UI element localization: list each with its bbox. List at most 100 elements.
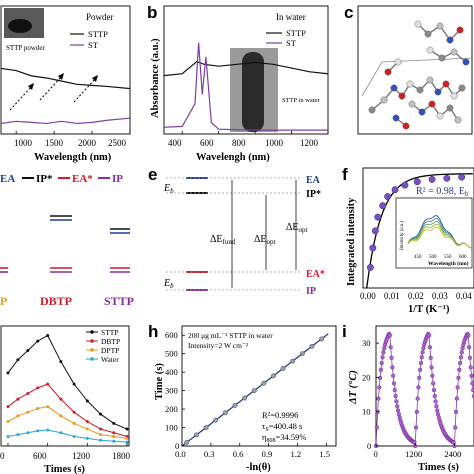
panel-h-ytick-3: 300 bbox=[165, 386, 178, 396]
panel-f-frame bbox=[362, 167, 474, 289]
panel-g-point-sttp bbox=[36, 339, 40, 343]
panel-a-xtick-2: 2000 bbox=[78, 138, 97, 148]
panel-d-header-3: IP bbox=[112, 173, 123, 185]
panel-g-point-dbtp bbox=[16, 397, 20, 401]
panel-c-atom bbox=[428, 100, 436, 108]
panel-b-xtick-1: 600 bbox=[200, 138, 214, 148]
panel-i-frame bbox=[375, 325, 474, 447]
panel-b-label: b bbox=[147, 3, 157, 22]
panel-f-xtick-0: 0.00 bbox=[360, 291, 376, 301]
panel-i-ytick-0: 0 bbox=[367, 441, 371, 451]
panel-h-xtick-2: 0.6 bbox=[233, 449, 244, 459]
panel-f-inset-ylabel: Intensity (a.u.) bbox=[400, 220, 405, 250]
panel-h-ytick-0: 0 bbox=[175, 441, 179, 451]
panel-i-point bbox=[426, 333, 432, 338]
panel-i-point bbox=[458, 360, 463, 366]
panel-b-series-st bbox=[163, 42, 328, 131]
panel-i-point bbox=[419, 355, 424, 360]
panel-g-frame bbox=[0, 325, 130, 447]
panel-g-point-water bbox=[99, 438, 103, 442]
panel-g-point-sttp bbox=[72, 382, 76, 386]
panel-g-point-dptp bbox=[26, 410, 30, 414]
panel-h-note-2: Intensity=2 W cm⁻² bbox=[188, 341, 249, 350]
panel-g-xtick-2: 1200 bbox=[72, 451, 91, 461]
panel-g-point-dptp bbox=[6, 420, 10, 424]
panel-i-point bbox=[430, 373, 435, 378]
panel-a-arrowhead-0 bbox=[28, 83, 34, 90]
panel-i-point bbox=[467, 355, 473, 360]
panel-h-point bbox=[280, 366, 286, 371]
panel-b-xtick-2: 800 bbox=[232, 138, 246, 148]
panel-a-series-st bbox=[0, 117, 131, 125]
panel-b-legend-0: STTP bbox=[286, 28, 306, 38]
panel-f-inset-frame bbox=[395, 197, 473, 269]
panel-c-atom bbox=[418, 108, 426, 116]
panel-b-legend-1: ST bbox=[286, 38, 297, 48]
panel-d-category-1: DBTP bbox=[40, 294, 72, 308]
panel-g-point-dptp bbox=[46, 405, 50, 409]
panel-i-point bbox=[457, 367, 462, 372]
panel-i-point bbox=[413, 425, 419, 430]
panel-i-label: i bbox=[342, 322, 347, 341]
panel-a-legend-0: STTP bbox=[88, 29, 108, 39]
panel-i-curve bbox=[375, 333, 474, 447]
panel-c-atom bbox=[402, 122, 410, 130]
panel-i-point bbox=[374, 425, 379, 430]
panel-b-xtick-0: 400 bbox=[168, 138, 182, 148]
panel-a-arrow-0 bbox=[9, 85, 33, 111]
panel-c-atom bbox=[458, 84, 466, 92]
panel-g-point-sttp bbox=[112, 421, 116, 425]
panel-i-point bbox=[376, 396, 381, 401]
panel-b-ylabel: Absorbance (a.u.) bbox=[150, 38, 161, 118]
panel-f-ylabel: Integrated intensity bbox=[346, 197, 357, 286]
panel-c-atom bbox=[438, 54, 446, 62]
panel-g-point-dbtp bbox=[72, 410, 76, 414]
panel-f: f Integrated intensity R² = 0.98, Eb Int… bbox=[342, 165, 474, 315]
panel-i-point bbox=[395, 408, 401, 413]
panel-h-ticks: 0.0 0.3 0.6 0.9 1.2 1.5 0 100 200 300 400 500 600 bbox=[165, 330, 330, 459]
panel-i-point bbox=[456, 375, 461, 380]
panel-i-point bbox=[431, 387, 437, 393]
panel-e-dopt-2: ΔEopt bbox=[286, 222, 308, 234]
panel-g-legend-label-0: STTP bbox=[101, 328, 119, 337]
panel-a-arrowhead-1 bbox=[58, 73, 64, 80]
panel-e-eb-top: Eb bbox=[163, 183, 174, 195]
panel-g-point-sttp bbox=[99, 412, 103, 416]
panel-g-point-dbtp bbox=[26, 391, 30, 395]
panel-g-point-water bbox=[59, 431, 63, 435]
panel-h-frame bbox=[181, 325, 337, 447]
panel-i-point bbox=[420, 350, 425, 355]
panel-i-point bbox=[434, 404, 439, 409]
panel-i-point bbox=[388, 345, 393, 350]
panel-d-header-0: EA bbox=[0, 173, 15, 185]
panel-h-xtick-5: 1.5 bbox=[319, 449, 330, 459]
panel-i-point bbox=[382, 346, 387, 351]
panel-i-xtick-1: 1200 bbox=[405, 449, 422, 459]
panel-i-xtick-2: 2400 bbox=[444, 449, 461, 459]
panel-a-arrow-1 bbox=[39, 75, 63, 101]
panel-i-point bbox=[391, 373, 396, 378]
panel-f-inset-xtick-2: 550 bbox=[444, 255, 452, 260]
panel-h-eta: η808=34.59% bbox=[262, 432, 306, 444]
panel-h-tau: τS=400.48 s bbox=[262, 421, 302, 433]
panel-h-r2: R²=0.9996 bbox=[262, 410, 298, 420]
panel-f-point bbox=[366, 263, 374, 271]
panel-c-atom bbox=[414, 20, 422, 28]
panel-g-point-dbtp bbox=[85, 420, 89, 424]
panel-h-plot bbox=[181, 333, 329, 447]
panel-i-point bbox=[396, 412, 401, 417]
panel-h-xtick-4: 1.2 bbox=[291, 449, 302, 459]
panel-i-point bbox=[377, 375, 383, 380]
panel-d-header-1: IP* bbox=[36, 173, 53, 185]
panel-h-ytick-2: 200 bbox=[165, 404, 178, 414]
panel-h-label: h bbox=[148, 322, 158, 341]
panel-g-point-water bbox=[85, 436, 89, 440]
panel-i-point bbox=[460, 346, 465, 351]
panel-i-point bbox=[418, 360, 424, 366]
panel-c-atom bbox=[426, 76, 434, 84]
panel-f-point bbox=[391, 186, 399, 194]
panel-i-point bbox=[433, 399, 438, 404]
panel-f-point bbox=[443, 174, 451, 182]
